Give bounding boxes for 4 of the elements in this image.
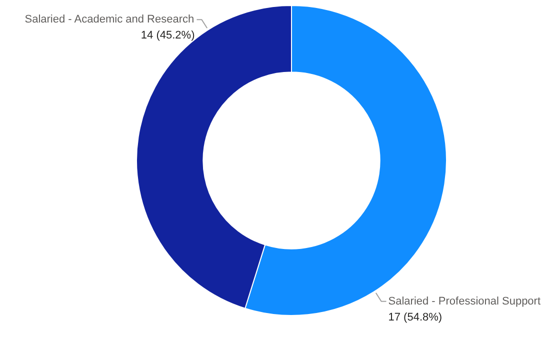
- data-label: 17 (54.8%): [388, 311, 442, 324]
- slice-label: Salaried - Academic and Research: [24, 14, 194, 26]
- slice-label: Salaried - Professional Support: [388, 295, 541, 308]
- data-label: 14 (45.2%): [140, 30, 195, 42]
